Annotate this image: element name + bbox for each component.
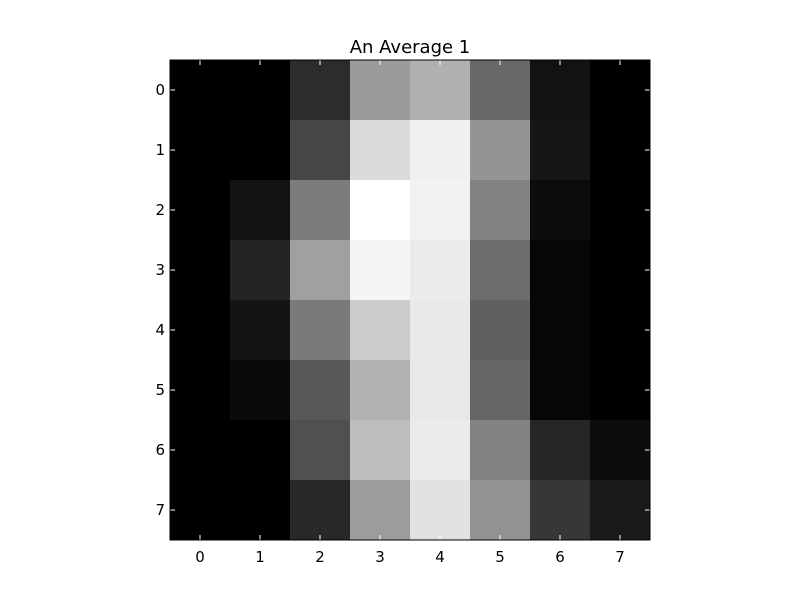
- heatmap-cell-r0-c4: [410, 60, 471, 121]
- y-tick-label-0: 0: [155, 81, 165, 99]
- heatmap-cell-r5-c0: [170, 360, 231, 421]
- plot-frame: [169, 59, 651, 541]
- heatmap-cells: [170, 60, 651, 541]
- heatmap-cell-r1-c0: [170, 120, 231, 181]
- x-tick-label-0: 0: [195, 548, 205, 566]
- heatmap-cell-r0-c0: [170, 60, 231, 121]
- heatmap-cell-r7-c5: [470, 480, 531, 541]
- heatmap-cell-r0-c6: [530, 60, 591, 121]
- heatmap-cell-r4-c0: [170, 300, 231, 361]
- heatmap-cell-r7-c2: [290, 480, 351, 541]
- heatmap-cell-r1-c2: [290, 120, 351, 181]
- heatmap-cell-r1-c4: [410, 120, 471, 181]
- chart-title: An Average 1: [350, 37, 471, 58]
- heatmap-cell-r7-c7: [590, 480, 651, 541]
- heatmap-cell-r5-c2: [290, 360, 351, 421]
- y-tick-label-6: 6: [155, 441, 165, 459]
- heatmap-cell-r7-c0: [170, 480, 231, 541]
- heatmap-cell-r5-c1: [230, 360, 291, 421]
- heatmap-cell-r3-c1: [230, 240, 291, 301]
- heatmap-cell-r2-c4: [410, 180, 471, 241]
- heatmap-cell-r3-c2: [290, 240, 351, 301]
- x-tick-label-4: 4: [435, 548, 445, 566]
- heatmap-cell-r6-c6: [530, 420, 591, 481]
- heatmap-cell-r0-c7: [590, 60, 651, 121]
- x-tick-label-6: 6: [555, 548, 565, 566]
- heatmap-cell-r4-c3: [350, 300, 411, 361]
- heatmap-cell-r2-c2: [290, 180, 351, 241]
- heatmap-cell-r1-c3: [350, 120, 411, 181]
- heatmap-cell-r4-c1: [230, 300, 291, 361]
- heatmap-cell-r3-c7: [590, 240, 651, 301]
- y-tick-label-2: 2: [155, 201, 165, 219]
- heatmap-cell-r4-c6: [530, 300, 591, 361]
- x-tick-label-7: 7: [615, 548, 625, 566]
- heatmap-cell-r6-c2: [290, 420, 351, 481]
- heatmap-cell-r3-c5: [470, 240, 531, 301]
- heatmap-cell-r4-c5: [470, 300, 531, 361]
- heatmap-cell-r0-c2: [290, 60, 351, 121]
- x-tick-label-3: 3: [375, 548, 385, 566]
- heatmap-cell-r6-c5: [470, 420, 531, 481]
- heatmap-cell-r0-c5: [470, 60, 531, 121]
- heatmap-cell-r6-c7: [590, 420, 651, 481]
- heatmap-cell-r0-c1: [230, 60, 291, 121]
- heatmap-cell-r2-c1: [230, 180, 291, 241]
- x-tick-label-2: 2: [315, 548, 325, 566]
- axis-tick-labels: 0 1 2 3 4 5 6 7 0 1 2 3 4 5 6 7: [155, 81, 624, 566]
- heatmap-cell-r3-c0: [170, 240, 231, 301]
- heatmap-cell-r2-c6: [530, 180, 591, 241]
- heatmap-cell-r1-c6: [530, 120, 591, 181]
- heatmap-cell-r4-c4: [410, 300, 471, 361]
- heatmap-cell-r5-c7: [590, 360, 651, 421]
- heatmap-cell-r1-c7: [590, 120, 651, 181]
- y-tick-label-7: 7: [155, 501, 165, 519]
- x-tick-label-5: 5: [495, 548, 505, 566]
- heatmap-cell-r2-c3: [350, 180, 411, 241]
- heatmap-cell-r7-c6: [530, 480, 591, 541]
- heatmap-cell-r4-c7: [590, 300, 651, 361]
- heatmap-cell-r6-c1: [230, 420, 291, 481]
- heatmap-cell-r5-c3: [350, 360, 411, 421]
- heatmap-cell-r4-c2: [290, 300, 351, 361]
- heatmap-cell-r2-c5: [470, 180, 531, 241]
- heatmap-cell-r6-c4: [410, 420, 471, 481]
- heatmap-cell-r5-c4: [410, 360, 471, 421]
- y-tick-label-1: 1: [155, 141, 165, 159]
- y-tick-label-5: 5: [155, 381, 165, 399]
- heatmap-cell-r1-c5: [470, 120, 531, 181]
- axis-ticks: [170, 60, 650, 540]
- heatmap-cell-r6-c3: [350, 420, 411, 481]
- heatmap-cell-r5-c6: [530, 360, 591, 421]
- x-tick-label-1: 1: [255, 548, 265, 566]
- heatmap-cell-r7-c1: [230, 480, 291, 541]
- heatmap-cell-r5-c5: [470, 360, 531, 421]
- heatmap-cell-r1-c1: [230, 120, 291, 181]
- heatmap-cell-r3-c3: [350, 240, 411, 301]
- heatmap-cell-r7-c3: [350, 480, 411, 541]
- y-tick-label-4: 4: [155, 321, 165, 339]
- heatmap-cell-r2-c7: [590, 180, 651, 241]
- heatmap-cell-r3-c4: [410, 240, 471, 301]
- heatmap-cell-r2-c0: [170, 180, 231, 241]
- heatmap-cell-r0-c3: [350, 60, 411, 121]
- y-tick-label-3: 3: [155, 261, 165, 279]
- heatmap-cell-r7-c4: [410, 480, 471, 541]
- heatmap-cell-r3-c6: [530, 240, 591, 301]
- heatmap-cell-r6-c0: [170, 420, 231, 481]
